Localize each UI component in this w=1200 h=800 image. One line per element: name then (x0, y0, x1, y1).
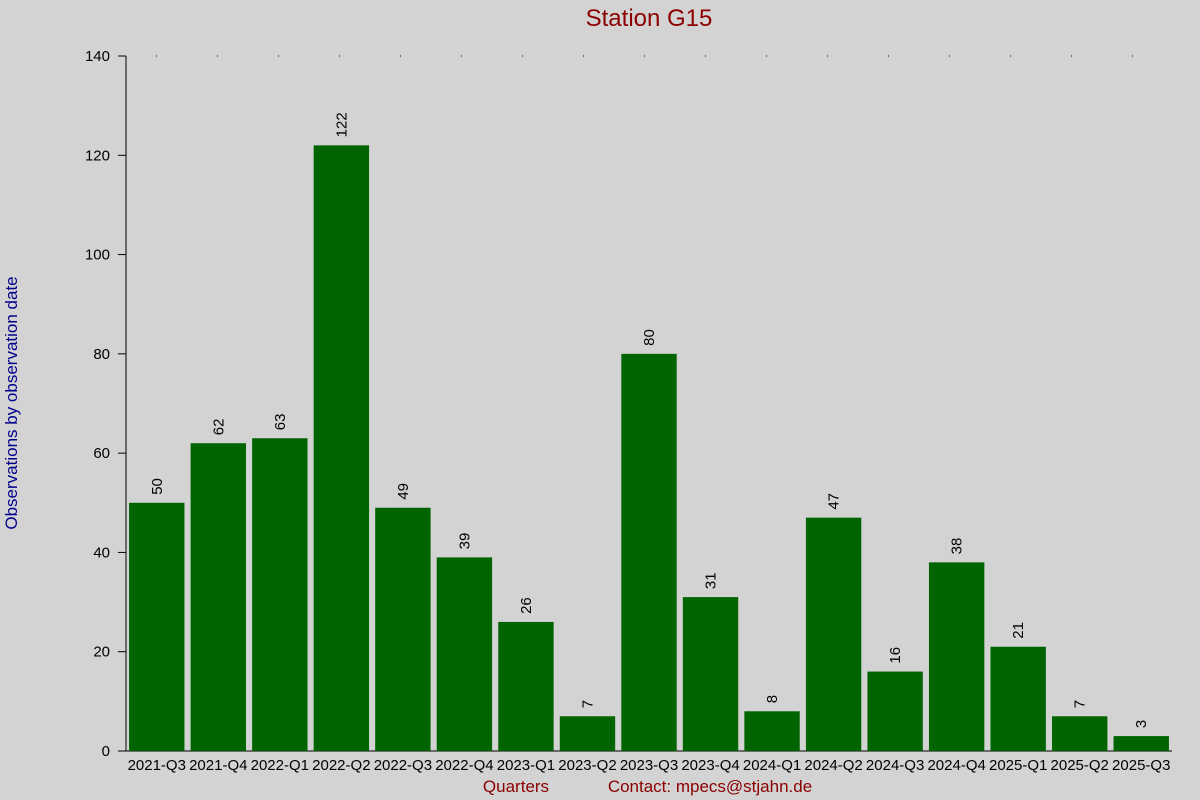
value-label: 50 (149, 478, 166, 495)
y-tick-label: 140 (85, 48, 110, 65)
bar (805, 517, 862, 751)
chart-title: Station G15 (586, 5, 713, 32)
value-label: 7 (579, 700, 596, 708)
bar (436, 557, 493, 751)
bar (682, 597, 739, 751)
x-tick-label: 2025-Q3 (1112, 757, 1170, 774)
x-tick-label: 2021-Q3 (128, 757, 186, 774)
bar (928, 562, 985, 751)
x-axis-label: Quarters (483, 777, 549, 796)
y-tick-label: 40 (93, 544, 110, 561)
value-label: 38 (949, 538, 966, 555)
bar (190, 443, 246, 751)
bar (867, 671, 923, 751)
x-tick-label: 2023-Q1 (497, 757, 555, 774)
y-tick-label: 80 (93, 346, 110, 363)
bar (990, 646, 1046, 751)
value-label: 16 (887, 647, 904, 664)
x-tick-label: 2023-Q4 (681, 757, 739, 774)
bar (129, 502, 185, 751)
x-tick-label: 2022-Q3 (374, 757, 432, 774)
bar (375, 507, 431, 751)
bar (313, 145, 370, 751)
value-label: 47 (826, 493, 843, 510)
value-label: 31 (703, 572, 720, 589)
bar (252, 438, 308, 751)
bar (559, 716, 616, 751)
bar (1113, 736, 1169, 751)
x-tick-label: 2022-Q1 (251, 757, 309, 774)
bar (621, 353, 677, 751)
x-tick-label: 2021-Q4 (189, 757, 247, 774)
value-label: 39 (456, 533, 473, 550)
x-tick-label: 2024-Q4 (927, 757, 985, 774)
value-label: 49 (395, 483, 412, 500)
x-tick-label: 2022-Q4 (435, 757, 493, 774)
contact: Contact: mpecs@stjahn.de (608, 777, 812, 796)
y-tick-label: 100 (85, 247, 110, 264)
value-label: 122 (333, 112, 350, 137)
x-tick-label: 2024-Q3 (866, 757, 924, 774)
y-tick-label: 120 (85, 147, 110, 164)
y-tick-label: 20 (93, 644, 110, 661)
y-tick-label: 0 (102, 743, 110, 760)
y-axis-label: Observations by observation date (2, 276, 21, 529)
x-tick-label: 2025-Q2 (1051, 757, 1109, 774)
x-tick-label: 2024-Q1 (743, 757, 801, 774)
value-label: 80 (641, 329, 658, 346)
x-tick-label: 2022-Q2 (312, 757, 370, 774)
y-tick-label: 60 (93, 445, 110, 462)
x-tick-label: 2025-Q1 (989, 757, 1047, 774)
x-tick-label: 2023-Q2 (558, 757, 616, 774)
value-label: 7 (1072, 700, 1089, 708)
x-tick-label: 2024-Q2 (804, 757, 862, 774)
bar (744, 711, 800, 751)
value-label: 62 (210, 419, 227, 436)
value-label: 63 (272, 414, 289, 431)
value-label: 8 (764, 695, 781, 703)
value-label: 21 (1010, 622, 1027, 639)
value-label: 26 (518, 597, 535, 614)
bar (498, 621, 554, 751)
bar (1052, 716, 1108, 751)
value-label: 3 (1133, 720, 1150, 728)
x-tick-label: 2023-Q3 (620, 757, 678, 774)
